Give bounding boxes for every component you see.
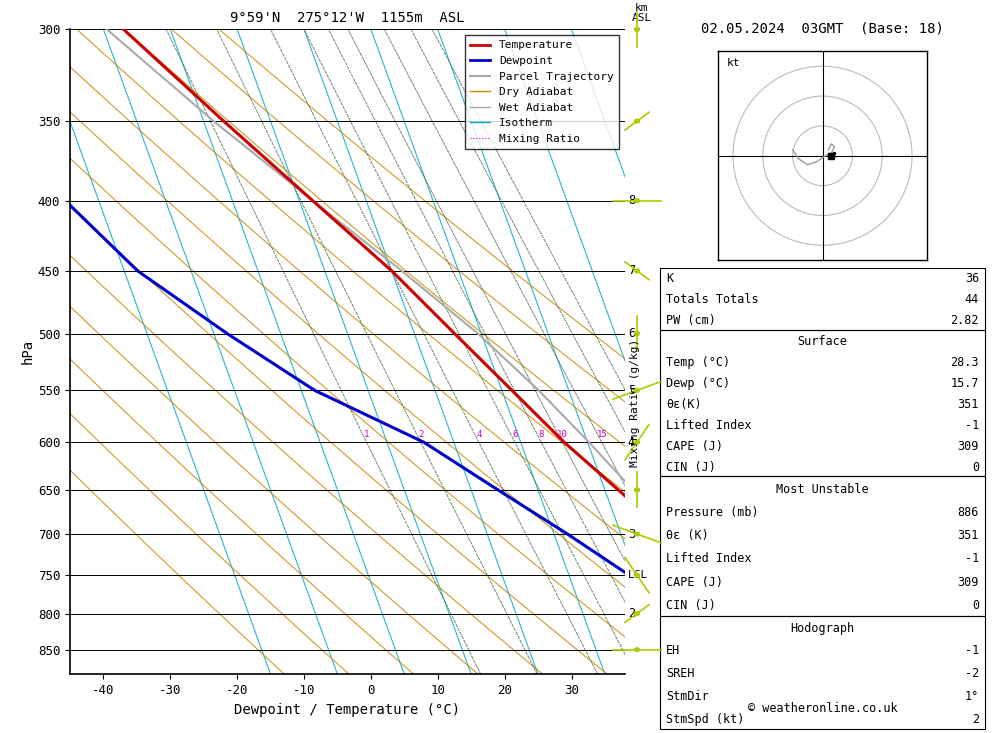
Text: 351: 351 xyxy=(958,529,979,542)
Text: km
ASL: km ASL xyxy=(632,3,652,23)
Legend: Temperature, Dewpoint, Parcel Trajectory, Dry Adiabat, Wet Adiabat, Isotherm, Mi: Temperature, Dewpoint, Parcel Trajectory… xyxy=(465,35,619,150)
Text: 36: 36 xyxy=(965,273,979,285)
Title: 9°59'N  275°12'W  1155m  ASL: 9°59'N 275°12'W 1155m ASL xyxy=(230,12,465,26)
Text: Surface: Surface xyxy=(798,335,847,348)
Text: θε(K): θε(K) xyxy=(666,398,702,410)
Text: CAPE (J): CAPE (J) xyxy=(666,440,723,452)
Text: CIN (J): CIN (J) xyxy=(666,599,716,612)
Text: -1: -1 xyxy=(965,553,979,565)
Text: EH: EH xyxy=(666,644,680,658)
Text: 2: 2 xyxy=(972,712,979,726)
Text: StmSpd (kt): StmSpd (kt) xyxy=(666,712,744,726)
Text: 8: 8 xyxy=(628,194,635,207)
Text: Lifted Index: Lifted Index xyxy=(666,553,752,565)
Text: Mixing Ratio (g/kg): Mixing Ratio (g/kg) xyxy=(630,339,640,467)
X-axis label: Dewpoint / Temperature (°C): Dewpoint / Temperature (°C) xyxy=(234,703,461,717)
Text: 8: 8 xyxy=(539,430,544,439)
Text: 2: 2 xyxy=(418,430,423,439)
Text: 6: 6 xyxy=(628,327,635,340)
Text: 44: 44 xyxy=(965,293,979,306)
Text: Pressure (mb): Pressure (mb) xyxy=(666,506,759,519)
Text: 4: 4 xyxy=(476,430,482,439)
Text: 5: 5 xyxy=(628,384,635,397)
Text: -1: -1 xyxy=(965,644,979,658)
Text: Most Unstable: Most Unstable xyxy=(776,483,869,496)
Text: kt: kt xyxy=(727,58,741,68)
Text: 15.7: 15.7 xyxy=(950,377,979,390)
Text: 10: 10 xyxy=(557,430,568,439)
Text: © weatheronline.co.uk: © weatheronline.co.uk xyxy=(748,701,897,715)
Text: 4: 4 xyxy=(628,435,635,449)
Text: 309: 309 xyxy=(958,440,979,452)
Text: Temp (°C): Temp (°C) xyxy=(666,356,730,369)
Text: 2: 2 xyxy=(628,607,635,620)
Text: -2: -2 xyxy=(965,667,979,680)
Text: SREH: SREH xyxy=(666,667,694,680)
Text: StmDir: StmDir xyxy=(666,690,709,703)
Text: 309: 309 xyxy=(958,575,979,589)
Text: 1°: 1° xyxy=(965,690,979,703)
Text: 6: 6 xyxy=(512,430,518,439)
Text: 351: 351 xyxy=(958,398,979,410)
Text: 28.3: 28.3 xyxy=(950,356,979,369)
Text: 1: 1 xyxy=(364,430,369,439)
Text: -1: -1 xyxy=(965,419,979,432)
Text: 02.05.2024  03GMT  (Base: 18): 02.05.2024 03GMT (Base: 18) xyxy=(701,22,944,36)
Text: CAPE (J): CAPE (J) xyxy=(666,575,723,589)
Text: CIN (J): CIN (J) xyxy=(666,460,716,474)
Text: Hodograph: Hodograph xyxy=(790,622,855,635)
Text: 886: 886 xyxy=(958,506,979,519)
Text: K: K xyxy=(666,273,673,285)
Text: PW (cm): PW (cm) xyxy=(666,314,716,327)
Text: 3: 3 xyxy=(628,528,635,540)
Text: 2.82: 2.82 xyxy=(950,314,979,327)
Text: Totals Totals: Totals Totals xyxy=(666,293,759,306)
Text: 0: 0 xyxy=(972,599,979,612)
Text: Lifted Index: Lifted Index xyxy=(666,419,752,432)
Text: 0: 0 xyxy=(972,460,979,474)
Y-axis label: hPa: hPa xyxy=(21,339,35,364)
Text: θε (K): θε (K) xyxy=(666,529,709,542)
Text: Dewp (°C): Dewp (°C) xyxy=(666,377,730,390)
Text: LCL: LCL xyxy=(628,570,648,580)
Text: 15: 15 xyxy=(596,430,607,439)
Text: 7: 7 xyxy=(628,265,635,277)
